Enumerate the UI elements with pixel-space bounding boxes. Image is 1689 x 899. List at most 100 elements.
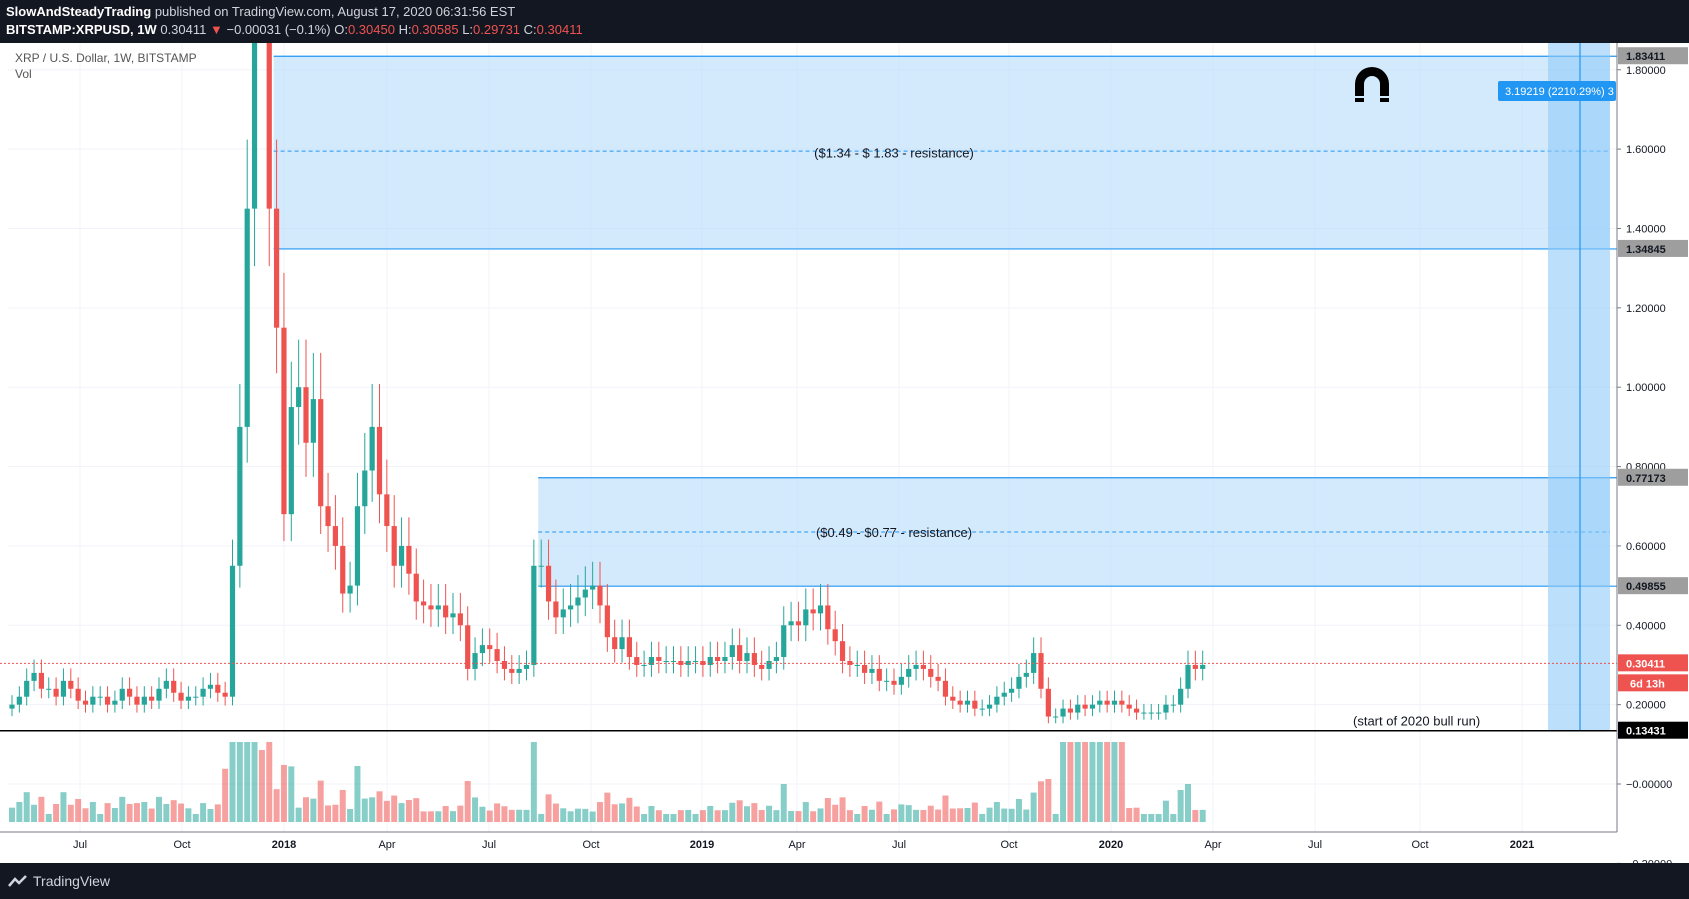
- volume-bar: [1038, 781, 1044, 822]
- close-label: C:: [523, 22, 537, 37]
- time-tick-label: Apr: [378, 839, 395, 851]
- candlesticks: [9, 0, 1206, 724]
- candle-body: [1060, 708, 1066, 717]
- volume-bar: [170, 800, 177, 822]
- tradingview-brand[interactable]: TradingView: [33, 873, 111, 889]
- volume-bar: [273, 789, 280, 822]
- author-name[interactable]: SlowAndSteadyTrading: [6, 4, 152, 19]
- volume-bar: [582, 808, 589, 822]
- candle-body: [648, 657, 655, 665]
- volume-bar: [295, 807, 302, 822]
- volume-bar: [1148, 814, 1155, 822]
- volume-bar: [898, 804, 905, 822]
- volume-bar: [626, 797, 633, 822]
- volume-bar: [1104, 742, 1111, 822]
- candle-body: [229, 565, 236, 697]
- volume-bar: [744, 806, 750, 822]
- volume-bar: [354, 766, 361, 822]
- volume-bar: [567, 811, 574, 822]
- magnet-icon[interactable]: [1355, 67, 1389, 102]
- volume-bar: [788, 811, 795, 822]
- time-tick-label: 2020: [1099, 839, 1123, 851]
- measure-range: [1548, 0, 1610, 731]
- candle-body: [53, 688, 59, 697]
- candle-body: [200, 688, 206, 697]
- volume-bar: [472, 797, 479, 822]
- candle-body: [1097, 700, 1103, 705]
- volume-bar: [1096, 742, 1103, 822]
- candle-body: [90, 696, 96, 705]
- volume-bar: [692, 814, 699, 822]
- volume-bar: [979, 814, 986, 822]
- volume-bar: [699, 810, 706, 822]
- price-tick-label: 0.60000: [1626, 541, 1666, 553]
- candle-body: [428, 605, 434, 610]
- volume-bar: [604, 792, 611, 822]
- volume-bar: [986, 807, 993, 822]
- volume-bar: [325, 805, 332, 822]
- candle-body: [509, 668, 515, 673]
- volume-bar: [685, 810, 692, 822]
- candle-body: [1148, 712, 1154, 714]
- volume-bar: [611, 804, 618, 822]
- candle-body: [722, 657, 728, 661]
- footer-bar: TradingView: [0, 863, 1689, 899]
- time-tick-label: Jul: [73, 839, 87, 851]
- candle-body: [127, 688, 133, 697]
- price-chart[interactable]: ($2.75 - 3.33 - resistance)($1.34 - $ 1.…: [0, 0, 1689, 870]
- candle-body: [340, 545, 346, 594]
- time-tick-label: Oct: [582, 839, 599, 851]
- candle-body: [825, 605, 831, 630]
- volume-bar: [104, 803, 111, 822]
- candle-body: [435, 605, 441, 610]
- price-axis: 3.600003.400003.200003.000002.800002.600…: [1616, 43, 1689, 870]
- volume-bar: [156, 796, 162, 822]
- candle-body: [141, 696, 147, 705]
- candle-body: [354, 506, 361, 586]
- price-tick-label: 1.40000: [1626, 223, 1666, 235]
- volume-bar: [192, 814, 199, 822]
- candle-body: [68, 680, 74, 689]
- candle-body: [737, 645, 743, 661]
- chart-area[interactable]: ($2.75 - 3.33 - resistance)($1.34 - $ 1.…: [0, 0, 1689, 870]
- candle-body: [751, 653, 757, 665]
- candle-body: [795, 621, 802, 626]
- candle-body: [1111, 700, 1118, 705]
- tradingview-logo-icon[interactable]: [6, 872, 30, 892]
- price-label-box: [1618, 239, 1688, 257]
- candle-body: [163, 680, 169, 689]
- candle-body: [1089, 704, 1096, 709]
- volume-bar: [1185, 784, 1191, 822]
- candle-body: [854, 664, 860, 666]
- volume-bar: [619, 803, 626, 822]
- zone-label: ($0.49 - $0.77 - resistance): [816, 525, 972, 540]
- price-tick-label: 1.80000: [1626, 65, 1666, 77]
- candle-body: [1200, 664, 1206, 669]
- volume-bar: [714, 810, 721, 822]
- volume-bar: [707, 806, 714, 822]
- volume-bar: [1001, 808, 1008, 822]
- volume-bar: [214, 804, 221, 822]
- candle-body: [501, 660, 508, 669]
- volume-bar: [1126, 808, 1133, 822]
- volume-bar: [876, 801, 883, 822]
- time-tick-label: Oct: [1411, 839, 1428, 851]
- time-tick-label: Jul: [482, 839, 496, 851]
- volume-bar: [927, 805, 934, 822]
- candle-body: [288, 407, 294, 515]
- volume-bar: [1162, 800, 1169, 822]
- candle-body: [832, 629, 838, 642]
- candle-body: [538, 565, 544, 567]
- price-label-box: [1618, 654, 1688, 672]
- volume-bar: [317, 780, 324, 822]
- candle-body: [1156, 712, 1162, 714]
- volume-bar: [383, 800, 390, 822]
- volume-bar: [552, 803, 559, 822]
- candle-body: [494, 649, 500, 661]
- volume-bar: [736, 800, 743, 822]
- candle-body: [707, 657, 713, 665]
- candle-body: [406, 545, 412, 574]
- volume-bar: [82, 808, 89, 822]
- volume-bar: [530, 742, 537, 822]
- candle-body: [156, 688, 162, 701]
